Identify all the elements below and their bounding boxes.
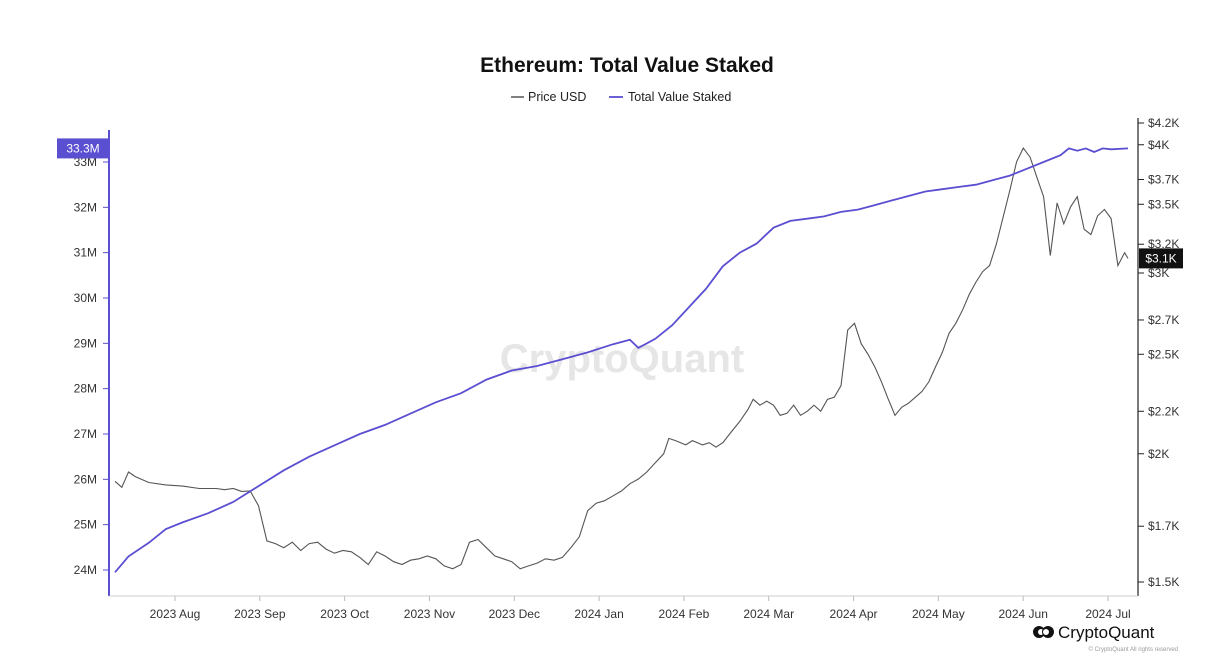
left-axis-ticks: 24M 25M 26M 27M 28M 29M 30M 31M 32M 33M <box>74 155 109 577</box>
right-axis-ticks: $1.5K $1.7K $2K $2.2K $2.5K $2.7K $3K $3.2K $3.5… <box>1138 116 1179 589</box>
left-tick-label-7: 31M <box>74 246 97 260</box>
left-current-value-badge: 33.3M <box>57 138 109 159</box>
x-tick-label-8: 2024 Apr <box>830 607 878 621</box>
right-tick-label-5: $2.7K <box>1148 313 1179 327</box>
x-tick-label-5: 2024 Jan <box>574 607 623 621</box>
left-badge-label: 33.3M <box>66 141 99 155</box>
copyright-footnote: © CryptoQuant All rights reserved <box>1089 646 1178 653</box>
brand-logo: CryptoQuant © CryptoQuant All rights res… <box>1033 623 1178 653</box>
left-tick-label-2: 26M <box>74 472 97 486</box>
right-tick-label-9: $3.7K <box>1148 173 1179 187</box>
right-tick-label-8: $3.5K <box>1148 197 1179 211</box>
cryptoquant-logo-icon <box>1033 626 1054 638</box>
left-tick-label-5: 29M <box>74 336 97 350</box>
x-tick-label-3: 2023 Nov <box>404 607 455 621</box>
right-tick-label-4: $2.5K <box>1148 347 1179 361</box>
chart-legend: Price USD Total Value Staked <box>511 90 731 104</box>
right-tick-label-7: $3.2K <box>1148 237 1179 251</box>
right-badge-label: $3.1K <box>1145 251 1176 265</box>
right-tick-label-10: $4K <box>1148 138 1169 152</box>
x-tick-label-1: 2023 Sep <box>234 607 286 621</box>
right-badge-background <box>1139 248 1183 269</box>
watermark-text: CryptoQuant <box>500 337 744 381</box>
right-tick-label-6: $3K <box>1148 266 1169 280</box>
x-tick-label-0: 2023 Aug <box>150 607 201 621</box>
right-tick-label-2: $2K <box>1148 447 1169 461</box>
right-current-value-badge: $3.1K <box>1139 248 1183 269</box>
right-tick-label-0: $1.5K <box>1148 575 1179 589</box>
x-tick-label-2: 2023 Oct <box>320 607 369 621</box>
x-tick-label-10: 2024 Jun <box>998 607 1047 621</box>
x-tick-label-4: 2023 Dec <box>489 607 540 621</box>
left-tick-label-4: 28M <box>74 382 97 396</box>
x-axis-ticks: 2023 Aug 2023 Sep 2023 Oct 2023 Nov 2023 Dec… <box>150 596 1131 621</box>
left-tick-label-3: 27M <box>74 427 97 441</box>
left-badge-background <box>57 138 109 159</box>
x-tick-label-9: 2024 May <box>912 607 965 621</box>
left-tick-label-8: 32M <box>74 200 97 214</box>
left-tick-label-1: 25M <box>74 518 97 532</box>
brand-name: CryptoQuant <box>1058 623 1155 642</box>
left-tick-label-6: 30M <box>74 291 97 305</box>
x-tick-label-7: 2024 Mar <box>743 607 794 621</box>
chart-title: Ethereum: Total Value Staked <box>480 54 774 77</box>
series-line-price-usd <box>114 147 1129 570</box>
right-tick-label-11: $4.2K <box>1148 116 1179 130</box>
legend-label-price: Price USD <box>528 90 586 104</box>
x-tick-label-11: 2024 Jul <box>1085 607 1130 621</box>
legend-label-staked: Total Value Staked <box>628 90 731 104</box>
right-tick-label-3: $2.2K <box>1148 404 1179 418</box>
series-line-total-value-staked <box>114 147 1129 573</box>
right-tick-label-1: $1.7K <box>1148 519 1179 533</box>
left-tick-label-0: 24M <box>74 563 97 577</box>
left-tick-label-9: 33M <box>74 155 97 169</box>
x-tick-label-6: 2024 Feb <box>659 607 710 621</box>
